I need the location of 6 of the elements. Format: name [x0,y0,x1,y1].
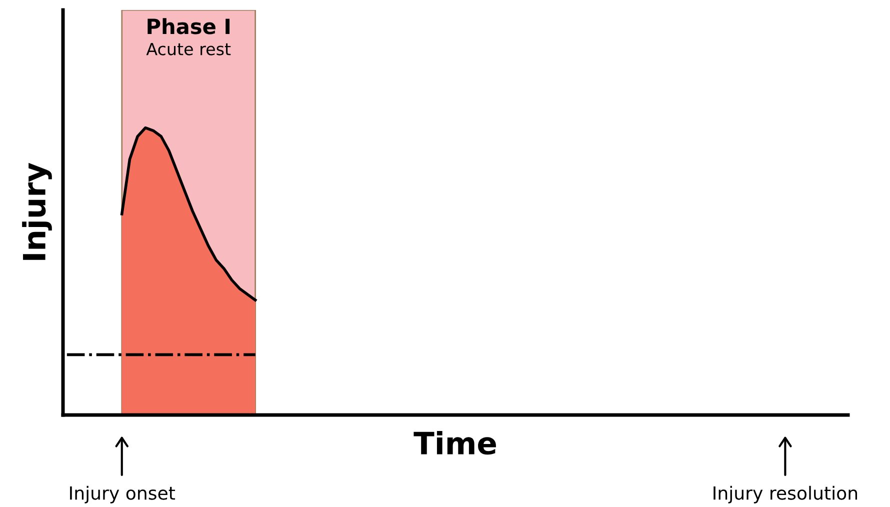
x-axis-title: Time [414,430,496,455]
y-axis-title: Injury [22,162,52,260]
text: Phase I [148,18,230,34]
text: Injury onset [70,486,176,504]
text: Acute rest [146,42,231,56]
text: Injury resolution [714,486,858,504]
